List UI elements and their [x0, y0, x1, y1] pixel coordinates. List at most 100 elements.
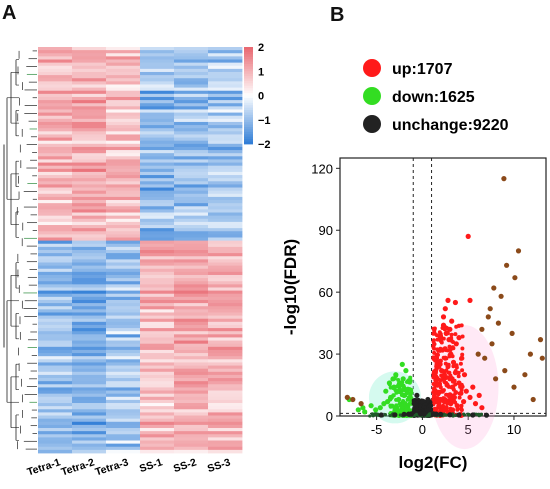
heatmap-cell [174, 90, 209, 95]
heatmap-cell [140, 318, 175, 323]
heatmap-cell [106, 437, 141, 441]
heatmap-cell [38, 349, 73, 354]
heatmap-cell [106, 140, 141, 145]
heatmap-cell [208, 318, 243, 323]
heatmap-cell [106, 187, 141, 192]
heatmap-cell [140, 340, 175, 345]
heatmap-cell [208, 212, 243, 217]
heatmap-cell [140, 337, 175, 341]
heatmap-cell [72, 334, 107, 338]
heatmap-cell [140, 96, 175, 101]
heatmap-cell [208, 121, 243, 126]
heatmap-cell [174, 349, 209, 354]
heatmap-cell [174, 71, 209, 76]
heatmap-cell [72, 359, 107, 363]
heatmap-cell [38, 187, 73, 192]
colorbar-segment [244, 110, 253, 113]
unchange-point [424, 402, 428, 406]
heatmap-cell [208, 256, 243, 260]
heatmap-cell [140, 381, 175, 385]
heatmap-cell [140, 243, 175, 248]
heatmap-cell [208, 390, 243, 395]
heatmap-cell [140, 321, 175, 326]
heatmap-cell [208, 368, 243, 373]
heatmap-cell [72, 187, 107, 192]
heatmap-cell [140, 78, 175, 82]
heatmap-cell [140, 446, 175, 451]
heatmap-cell [38, 437, 73, 441]
heatmap-cell [106, 424, 141, 429]
heatmap-cell [208, 328, 243, 332]
heatmap-cell [174, 50, 209, 54]
heatmap-cell [208, 96, 243, 101]
heatmap-cell [38, 318, 73, 323]
heatmap-cell [140, 359, 175, 363]
heatmap-cell [38, 59, 73, 64]
heatmap-cell [208, 181, 243, 185]
heatmap-cell [72, 378, 107, 382]
up-point [433, 358, 438, 363]
heatmap-cell [38, 281, 73, 285]
heatmap-cell [72, 162, 107, 167]
volcano-point [397, 382, 403, 388]
volcano-point [539, 355, 545, 361]
heatmap-cell [38, 424, 73, 429]
heatmap-cell [72, 306, 107, 310]
heatmap-cell [106, 449, 141, 454]
heatmap-cell [72, 146, 107, 151]
heatmap-cell [72, 384, 107, 388]
heatmap-cell [174, 221, 209, 226]
heatmap-cell [38, 446, 73, 451]
heatmap-cell [208, 78, 243, 82]
heatmap-cell [140, 303, 175, 307]
heatmap-cell [106, 393, 141, 398]
heatmap-cell [208, 371, 243, 376]
heatmap-cell [140, 412, 175, 416]
heatmap-cell [140, 131, 175, 135]
heatmap-cell [72, 212, 107, 217]
volcano-point [403, 368, 409, 374]
volcano-point [411, 401, 417, 407]
heatmap-cell [106, 231, 141, 235]
heatmap-cell [140, 250, 175, 254]
heatmap-cell [140, 53, 175, 57]
heatmap-cell [174, 68, 209, 73]
heatmap-cell [38, 168, 73, 173]
heatmap-cell [72, 412, 107, 416]
heatmap-cell [106, 90, 141, 95]
volcano-point [461, 399, 467, 405]
colorbar-segment [244, 68, 253, 72]
heatmap-cell [38, 159, 73, 163]
heatmap-cell [106, 184, 141, 188]
colorbar-segment [244, 119, 253, 123]
heatmap-cell [208, 125, 243, 129]
heatmap-cell [38, 421, 73, 426]
volcano-point [475, 351, 481, 357]
heatmap-cell [208, 250, 243, 254]
heatmap-cell [208, 278, 243, 282]
heatmap-cell [106, 206, 141, 210]
heatmap-cell [208, 81, 243, 85]
heatmap-cell [208, 87, 243, 92]
heatmap-cell [106, 156, 141, 160]
colorbar-tick-label: 1 [258, 66, 264, 78]
heatmap-cell [38, 371, 73, 376]
colorbar-segment [244, 66, 253, 70]
colorbar-segment [244, 47, 253, 50]
colorbar-segment [244, 112, 253, 116]
heatmap-cell [208, 50, 243, 54]
volcano-point [442, 306, 448, 312]
heatmap-cell [174, 443, 209, 448]
heatmap-cell [140, 284, 175, 288]
up-point [459, 406, 464, 411]
heatmap-cell [174, 268, 209, 273]
heatmap-cell [140, 368, 175, 373]
heatmap-cell [38, 403, 73, 407]
heatmap-cell [72, 75, 107, 79]
heatmap-cell [208, 159, 243, 163]
heatmap-cell [106, 268, 141, 273]
up-point [455, 407, 460, 412]
heatmap-cell [140, 115, 175, 120]
heatmap-cell [38, 221, 73, 226]
heatmap-cell [174, 65, 209, 70]
